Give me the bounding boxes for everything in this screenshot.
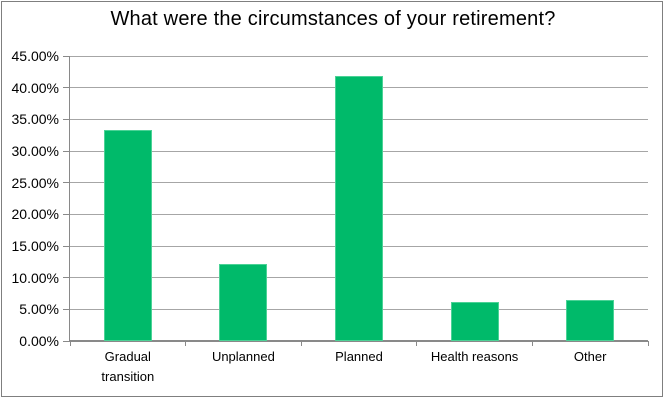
category-label-planned: Planned [335,349,383,364]
y-axis-tick-label: 20.00% [11,206,59,223]
y-axis-tick-mark [63,340,70,342]
y-axis-line [69,56,70,342]
y-axis-tick-mark [63,55,70,57]
y-axis-tick-mark [63,245,70,247]
y-axis-tick-label: 35.00% [11,111,59,128]
bar-unplanned [219,263,268,341]
plot-area [70,55,648,342]
bar-gradual-transition [103,130,152,341]
bar-other [566,300,615,341]
y-axis-tick-label: 0.00% [19,333,59,349]
bar-health-reasons [450,302,499,341]
y-axis-tick-mark [63,213,70,215]
y-axis-tick-mark [63,118,70,120]
x-axis-tick-mark [416,341,418,346]
bar-planned [335,76,383,341]
y-axis-tick-mark [63,150,70,152]
y-axis-tick-label: 5.00% [19,301,59,318]
y-axis-tick-label: 25.00% [11,174,59,191]
y-axis-tick-label: 10.00% [11,269,59,286]
y-axis-tick-label: 45.00% [11,48,59,64]
x-axis-tick-mark [300,341,302,346]
x-axis-tick-mark [531,341,533,346]
x-axis-tick-mark [647,341,649,346]
category-label-other: Other [573,349,607,364]
y-axis-tick-mark [63,182,70,184]
chart-title: What were the circumstances of your reti… [110,8,556,30]
x-axis-tick-mark [185,341,187,346]
y-axis-tick-mark [63,308,70,310]
y-axis-tick-mark [63,87,70,89]
y-axis-tick-label: 30.00% [11,143,59,159]
y-axis-tick-label: 40.00% [11,79,59,96]
gridline [70,55,648,57]
category-label-unplanned: Unplanned [211,349,275,364]
y-axis-tick-label: 15.00% [11,238,59,254]
category-label-gradual-transition: Gradual transition [101,349,155,384]
x-axis-tick-mark [69,341,71,346]
x-axis-line [70,340,648,342]
y-axis-tick-mark [63,277,70,279]
category-label-health-reasons: Health reasons [430,349,519,364]
